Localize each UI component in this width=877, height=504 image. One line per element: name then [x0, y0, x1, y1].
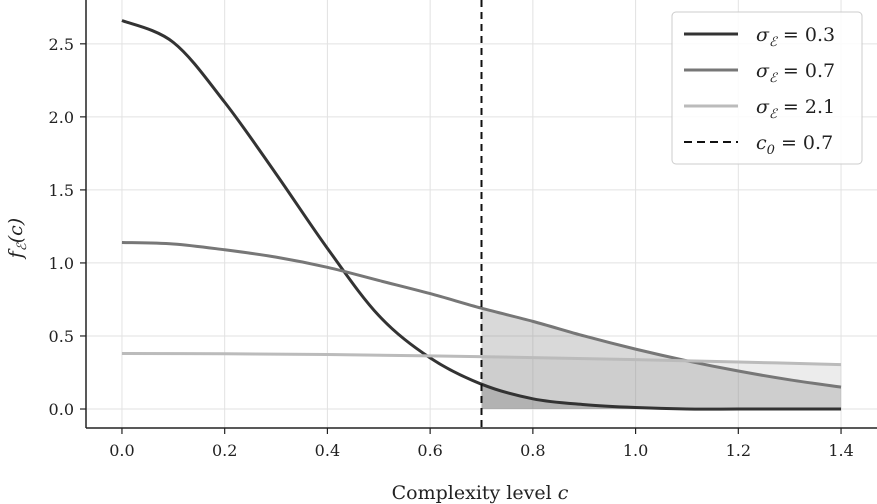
x-axis-label-main: Complexity level [392, 482, 558, 504]
y-axis-label-arg: (c) [5, 218, 27, 243]
y-tick-labels: 0.0 0.5 1.0 1.5 2.0 2.5 [49, 35, 74, 419]
x-axis-label-var: c [558, 482, 569, 504]
shaded-tail-area [481, 356, 842, 410]
x-tick-label: 1.2 [726, 441, 751, 460]
series-line-sigma-0-7 [121, 240, 842, 389]
legend-label-s03: σℰ = 0.3 [756, 24, 835, 50]
series-line-sigma-0-3 [121, 19, 842, 411]
legend-label-s21: σℰ = 2.1 [756, 96, 835, 122]
y-axis-label-sub: ℰ [15, 242, 30, 251]
x-tick-label: 0.6 [417, 441, 442, 460]
y-axis-label-main: f [5, 248, 27, 260]
series-line-sigma-2-1 [121, 352, 842, 367]
y-tick-label: 0.0 [49, 400, 74, 419]
legend: σℰ = 0.3 σℰ = 0.7 σℰ = 2.1 c0 = 0.7 [671, 11, 863, 165]
y-tick-label: 1.5 [49, 181, 74, 200]
legend-label-s07: σℰ = 0.7 [756, 60, 835, 86]
x-tick-label: 1.4 [828, 441, 853, 460]
series-lines [121, 19, 842, 411]
axes [80, 0, 877, 434]
y-tick-label: 2.5 [49, 35, 74, 54]
y-tick-label: 2.0 [49, 108, 74, 127]
legend-label-c0: c0 = 0.7 [756, 132, 833, 158]
y-tick-label: 0.5 [49, 327, 74, 346]
y-axis-label: fℰ(c) [5, 218, 30, 260]
x-tick-label: 0.0 [109, 441, 134, 460]
x-tick-label: 0.4 [315, 441, 340, 460]
x-tick-label: 1.0 [623, 441, 648, 460]
x-axis-label: Complexity level c [392, 482, 569, 504]
x-tick-label: 0.8 [520, 441, 545, 460]
shaded-tail-area [481, 384, 842, 410]
x-tick-labels: 0.0 0.2 0.4 0.6 0.8 1.0 1.2 1.4 [109, 441, 854, 460]
x-tick-label: 0.2 [212, 441, 237, 460]
y-tick-label: 1.0 [49, 254, 74, 273]
legend-box [671, 11, 863, 165]
